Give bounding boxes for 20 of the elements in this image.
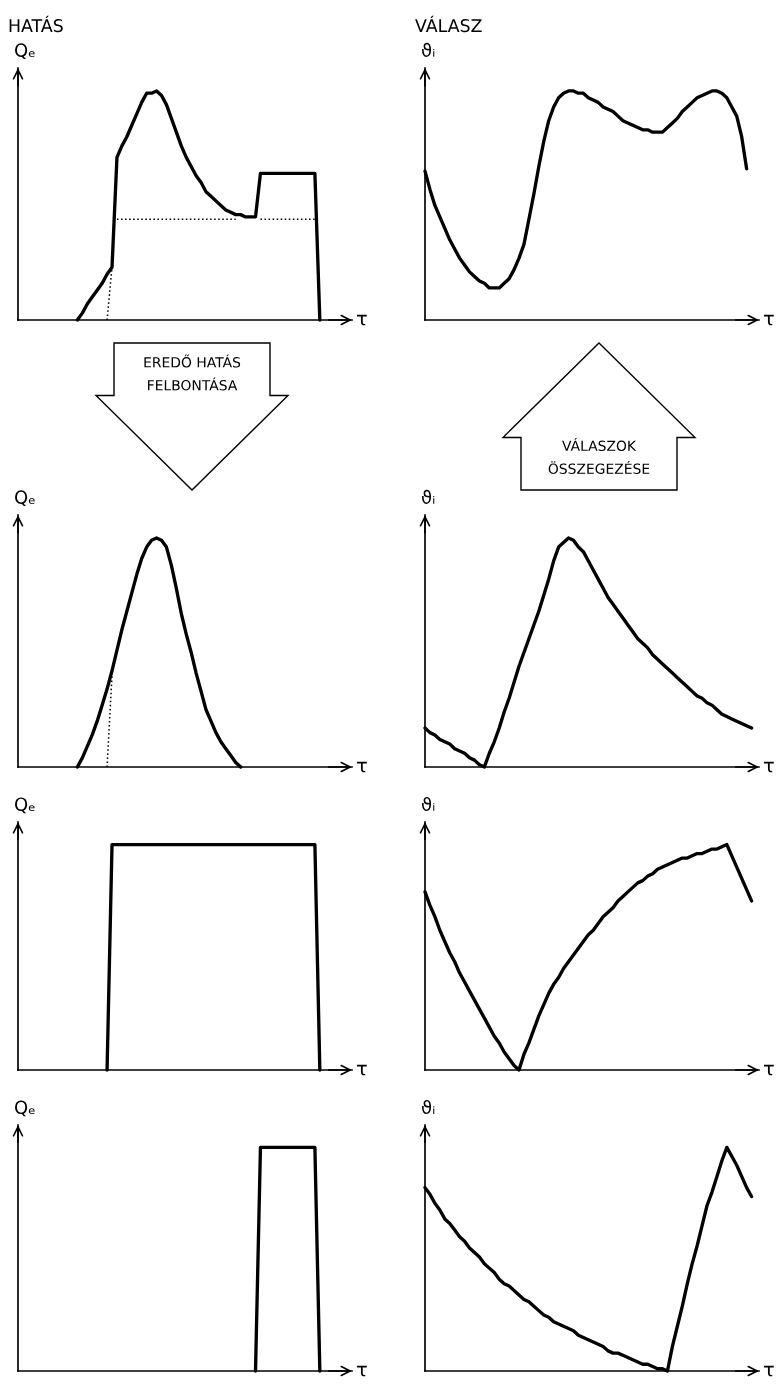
y-axis-title: Qₑ <box>15 797 35 814</box>
y-axis-title: ϑᵢ <box>421 489 435 504</box>
y-axis-title: ϑᵢ <box>421 42 435 57</box>
chart-title: VÁLASZ <box>415 15 482 33</box>
text: VÁLASZOK ÖSSZEGEZÉSE <box>548 438 650 474</box>
y-axis-title: Qₑ <box>15 1100 35 1117</box>
x-axis-title: τ <box>763 314 774 326</box>
x-axis-title: τ <box>763 1064 774 1076</box>
x-axis-title: τ <box>356 761 367 773</box>
chart-title: HATÁS <box>9 15 63 33</box>
y-axis-title: ϑᵢ <box>421 796 435 812</box>
y-axis-title: Qₑ <box>15 490 35 507</box>
x-axis-title: τ <box>356 1365 367 1377</box>
x-axis-title: τ <box>356 1064 367 1076</box>
y-axis-title: ϑᵢ <box>421 1100 435 1115</box>
y-axis-title: Qₑ <box>15 43 35 60</box>
text: EREDŐ HATÁS FELBONTÁSA <box>144 354 241 391</box>
x-axis-title: τ <box>763 1365 774 1377</box>
x-axis-title: τ <box>763 761 774 773</box>
x-axis-title: τ <box>356 314 367 326</box>
